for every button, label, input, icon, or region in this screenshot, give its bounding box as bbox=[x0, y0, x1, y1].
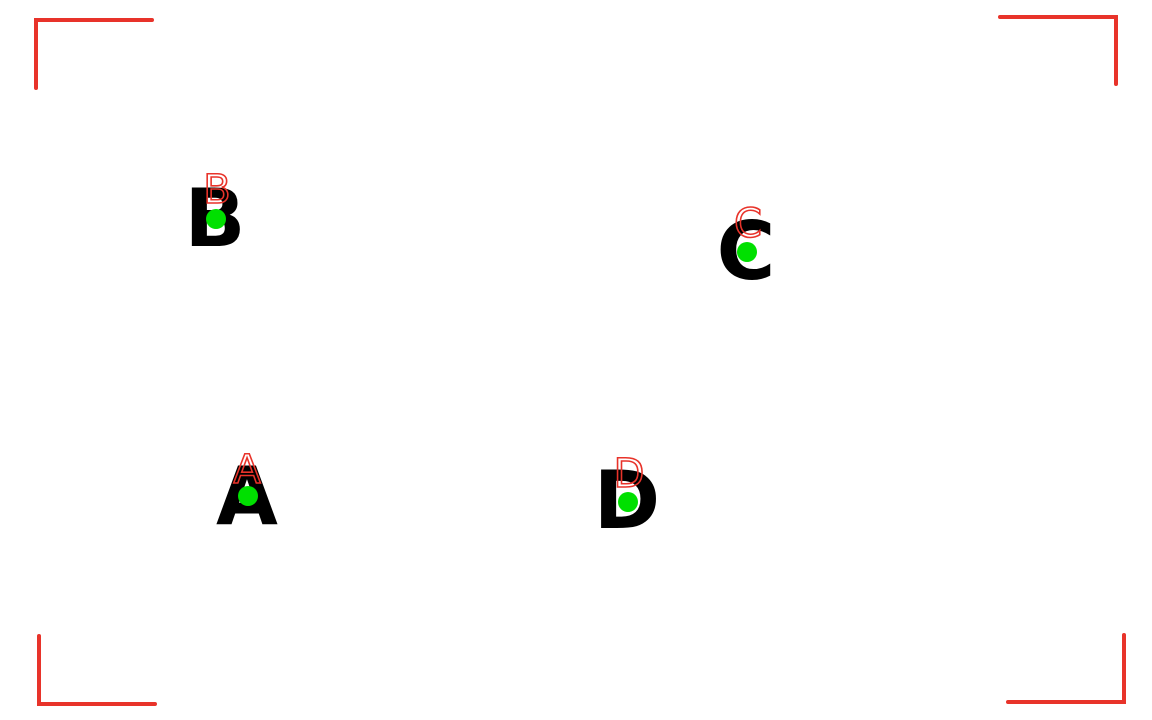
corner-bracket-top-left bbox=[34, 18, 154, 90]
marker-b: B B bbox=[185, 166, 246, 265]
marker-a: A A bbox=[216, 446, 278, 543]
corner-bracket-bottom-left bbox=[37, 634, 157, 706]
dot-a bbox=[238, 486, 258, 506]
label-c: C bbox=[734, 201, 762, 247]
label-a: A bbox=[233, 447, 261, 493]
marker-d: D D bbox=[594, 450, 660, 547]
dot-d bbox=[618, 492, 638, 512]
label-b: B bbox=[203, 167, 230, 213]
label-d: D bbox=[614, 451, 645, 497]
marker-c: C C bbox=[717, 200, 776, 298]
corner-bracket-top-right bbox=[998, 15, 1118, 86]
corner-bracket-bottom-right bbox=[1006, 633, 1126, 704]
dot-c bbox=[737, 242, 757, 262]
dot-b bbox=[206, 209, 226, 229]
